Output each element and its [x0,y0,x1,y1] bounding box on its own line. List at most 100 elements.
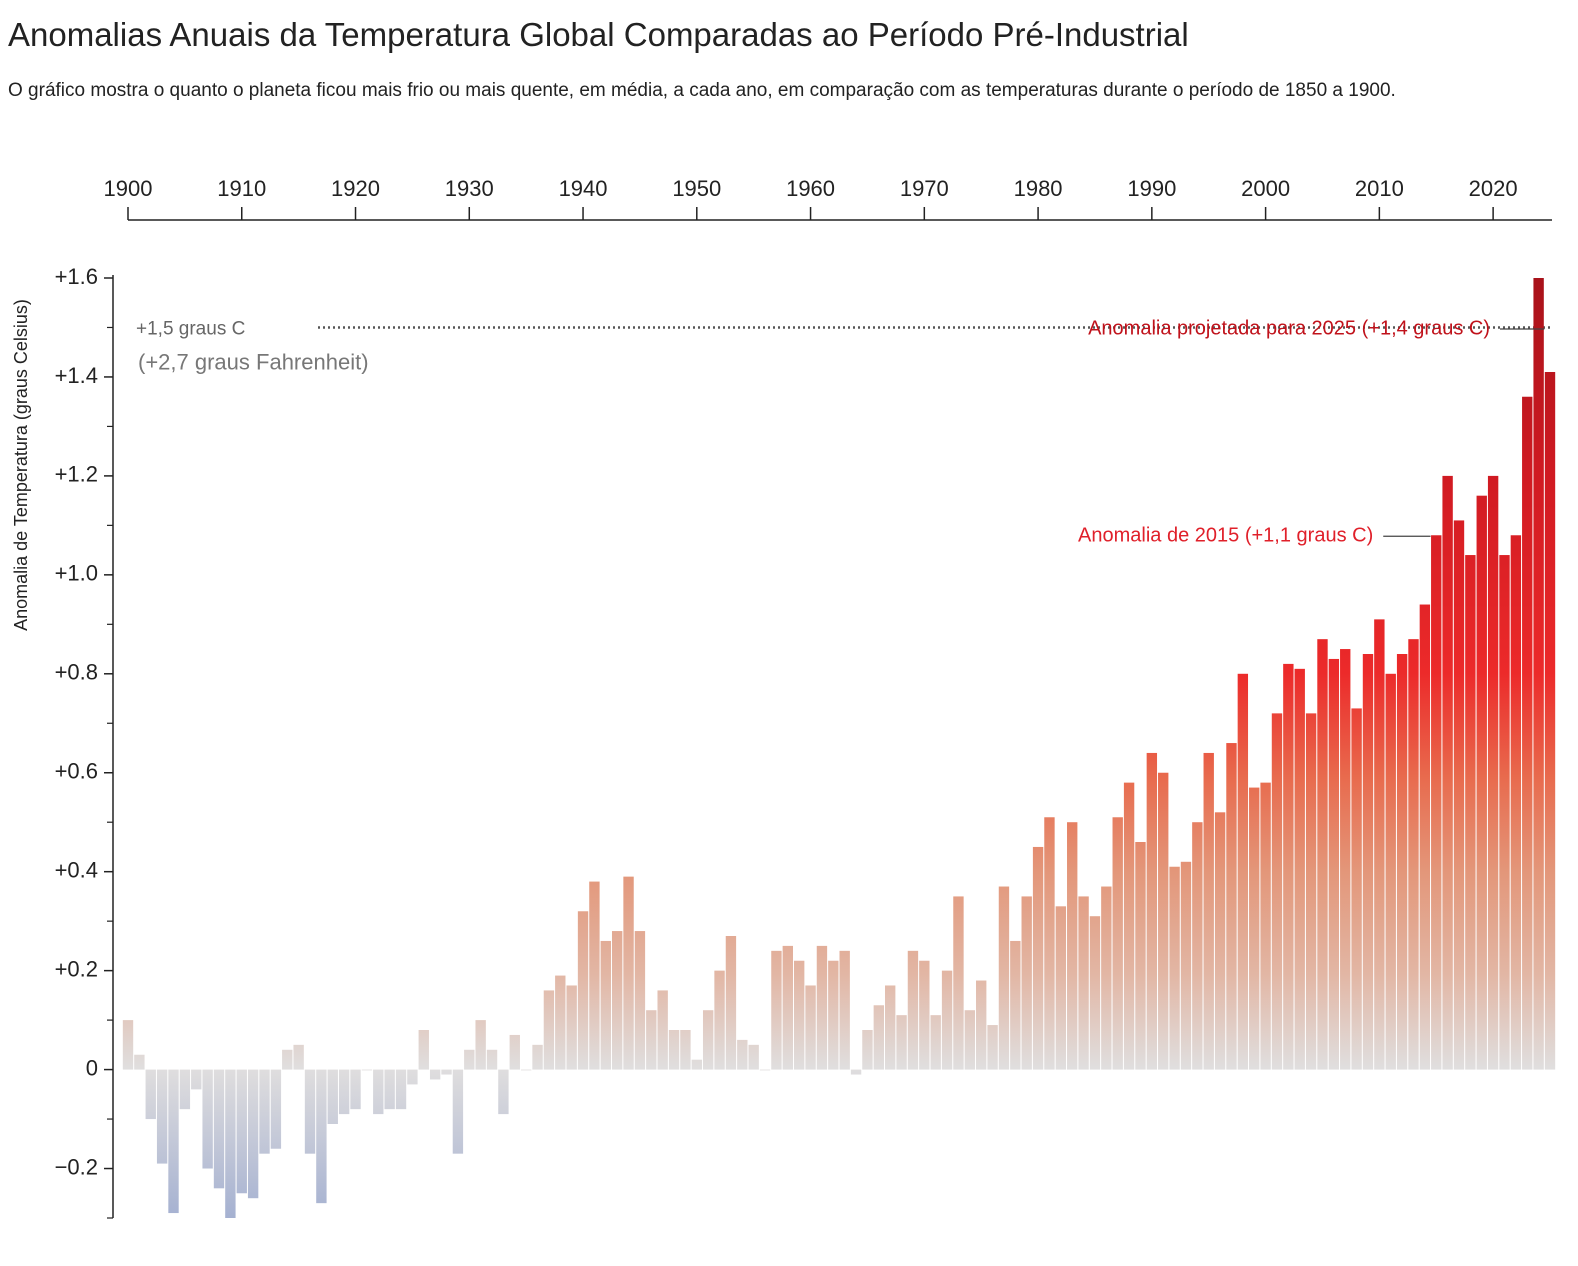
annotation: Anomalia projetada para 2025 (+1,4 graus… [1088,317,1490,339]
bar [646,1010,657,1070]
bar [737,1039,748,1070]
bar [418,1030,429,1070]
bar [1544,372,1556,1070]
bar [1328,658,1340,1070]
x-tick-label: 2010 [1355,176,1404,201]
bar [1487,475,1499,1070]
bar [1112,817,1123,1070]
bar [691,1059,702,1070]
bar [611,931,623,1070]
y-axis-label: Anomalia de Temperatura (graus Celsius) [11,299,31,631]
y-tick-label: +1.0 [55,561,98,586]
bar [134,1054,145,1070]
bar [1476,495,1487,1070]
bar [1180,861,1192,1070]
y-tick-label: +0.8 [55,660,98,685]
bar [304,1069,316,1154]
bar [1431,535,1442,1070]
bar [225,1069,236,1218]
bar [270,1069,282,1149]
bar [259,1069,270,1154]
bar [714,970,725,1070]
bar [327,1069,338,1124]
bar [1226,743,1237,1070]
bar [1067,822,1078,1070]
bar [589,881,600,1070]
bar [1010,940,1021,1070]
bar [395,1069,407,1110]
x-tick-label: 1980 [1014,176,1063,201]
threshold-sublabel: (+2,7 graus Fahrenheit) [138,349,369,374]
bar [919,960,930,1070]
bar [1021,896,1032,1070]
bar [668,1030,680,1070]
bar [1522,396,1533,1070]
bar [1237,673,1249,1070]
bar [1123,782,1135,1070]
bar [1499,555,1510,1070]
bar [202,1069,213,1169]
x-tick-label: 1900 [104,176,153,201]
bar [1249,787,1260,1070]
bar [987,1025,998,1070]
bar [907,950,919,1070]
bar [1510,535,1522,1070]
bar [464,1049,475,1070]
bar [282,1049,293,1070]
annotation: Anomalia de 2015 (+1,1 graus C) [1078,525,1373,547]
bar [1032,846,1044,1070]
bar [1135,842,1146,1070]
bar [498,1069,509,1115]
bar [407,1069,418,1085]
threshold-label: +1,5 graus C [136,318,245,339]
bar [725,936,737,1070]
x-tick-label: 1950 [672,176,721,201]
bar [816,945,828,1070]
bar [1362,654,1374,1070]
bar [191,1069,202,1090]
bar [1453,520,1465,1070]
bar [247,1069,259,1199]
bar [873,1005,885,1070]
bar [1146,752,1158,1070]
bar [896,1015,907,1070]
bar [600,940,611,1070]
bar [748,1044,759,1070]
y-tick-label: +0.6 [55,759,98,784]
bar [213,1069,225,1189]
bar [1465,555,1476,1070]
bar [839,950,850,1070]
y-tick-label: +1.6 [55,264,98,289]
x-tick-label: 1970 [900,176,949,201]
bar [122,1020,134,1070]
bar [1533,278,1544,1070]
bar [441,1069,452,1075]
bar [1158,772,1169,1070]
bar [1055,906,1067,1070]
bar [543,990,555,1070]
bar [520,1069,532,1071]
bar [429,1069,441,1080]
y-tick-label: −0.2 [55,1154,98,1179]
bar [953,896,964,1070]
bar [1101,886,1112,1070]
bar [941,970,953,1070]
bar [680,1030,691,1070]
bar [828,960,839,1070]
bar [793,960,805,1070]
bar [1169,866,1180,1070]
y-tick-label: +1.2 [55,462,98,487]
bar [509,1034,520,1070]
y-tick-label: +0.2 [55,956,98,981]
bar [452,1069,464,1154]
bar [1351,708,1362,1070]
bar [1294,668,1305,1070]
bar [885,985,896,1070]
bar [156,1069,168,1164]
y-tick-label: 0 [86,1055,98,1080]
bar [1317,639,1328,1070]
chart-title: Anomalias Anuais da Temperatura Global C… [8,16,1189,53]
chart-subtitle: O gráfico mostra o quanto o planeta fico… [8,80,1396,101]
